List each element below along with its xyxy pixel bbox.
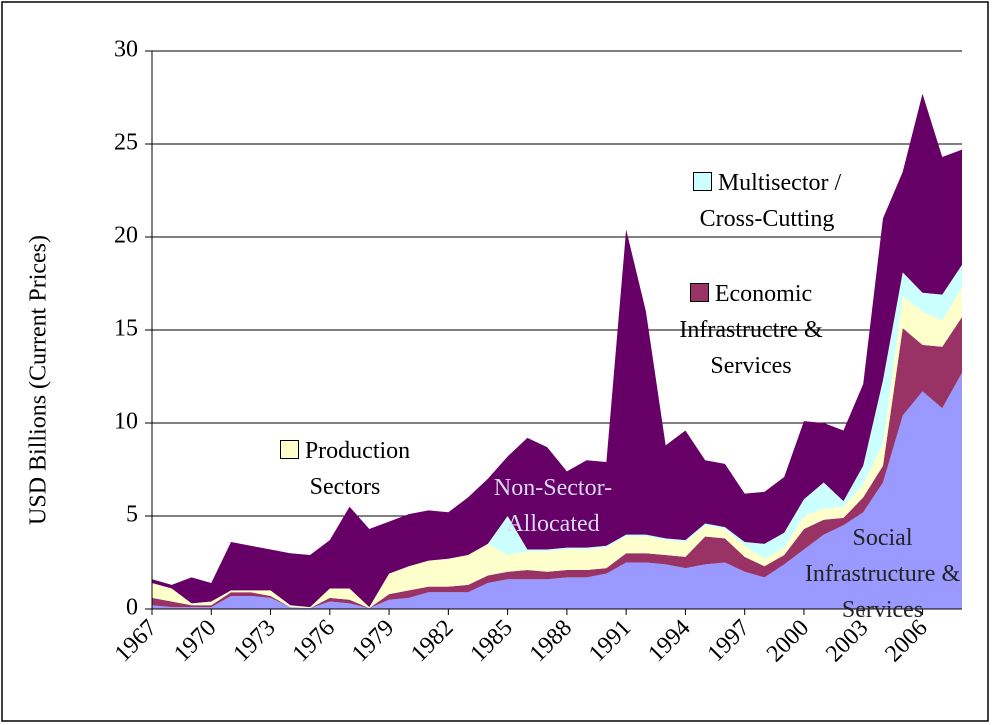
area bbox=[152, 372, 962, 609]
legend-entry: Production Sectors bbox=[250, 433, 440, 505]
y-tick-label: 10 bbox=[114, 409, 138, 435]
y-axis-label: USD Billions (Current Prices) bbox=[26, 235, 52, 525]
y-tick-label: 30 bbox=[114, 37, 138, 63]
legend-label: Economic Infrastructre & Services bbox=[679, 281, 823, 379]
area-label-text: Non-Sector-Allocated bbox=[493, 475, 613, 537]
x-tick-label: 1979 bbox=[347, 615, 399, 667]
area-label: Social Infrastructure & Services bbox=[795, 520, 970, 628]
y-tick-label: 5 bbox=[126, 502, 138, 528]
x-tick-label: 1988 bbox=[525, 615, 577, 667]
legend-entry: Economic Infrastructre & Services bbox=[660, 276, 842, 384]
x-tick-label: 1967 bbox=[110, 615, 162, 667]
y-tick-label: 20 bbox=[114, 223, 138, 249]
legend-label: Production Sectors bbox=[304, 438, 411, 500]
x-tick-label: 1973 bbox=[228, 615, 280, 667]
legend-label: Multisector / Cross-Cutting bbox=[699, 170, 842, 232]
area-label: Non-Sector-Allocated bbox=[478, 470, 628, 542]
legend-swatch bbox=[692, 172, 712, 191]
legend-swatch bbox=[279, 440, 299, 459]
areas bbox=[152, 93, 962, 609]
y-tick-label: 15 bbox=[114, 316, 138, 342]
area bbox=[152, 93, 962, 608]
legend-swatch bbox=[689, 283, 709, 302]
x-tick-label: 1970 bbox=[169, 615, 221, 667]
y-tick-label: 0 bbox=[126, 595, 138, 621]
x-tick-label: 1982 bbox=[406, 615, 458, 667]
x-tick-label: 1985 bbox=[466, 615, 518, 667]
x-tick-label: 1997 bbox=[703, 615, 755, 667]
x-tick-label: 1991 bbox=[584, 615, 636, 667]
x-tick-label: 1976 bbox=[288, 615, 340, 667]
y-tick-label: 25 bbox=[114, 130, 138, 156]
x-tick-label: 1994 bbox=[643, 615, 695, 667]
legend-entry: Multisector / Cross-Cutting bbox=[672, 165, 862, 237]
area-label-text: Social Infrastructure & Services bbox=[804, 525, 961, 623]
